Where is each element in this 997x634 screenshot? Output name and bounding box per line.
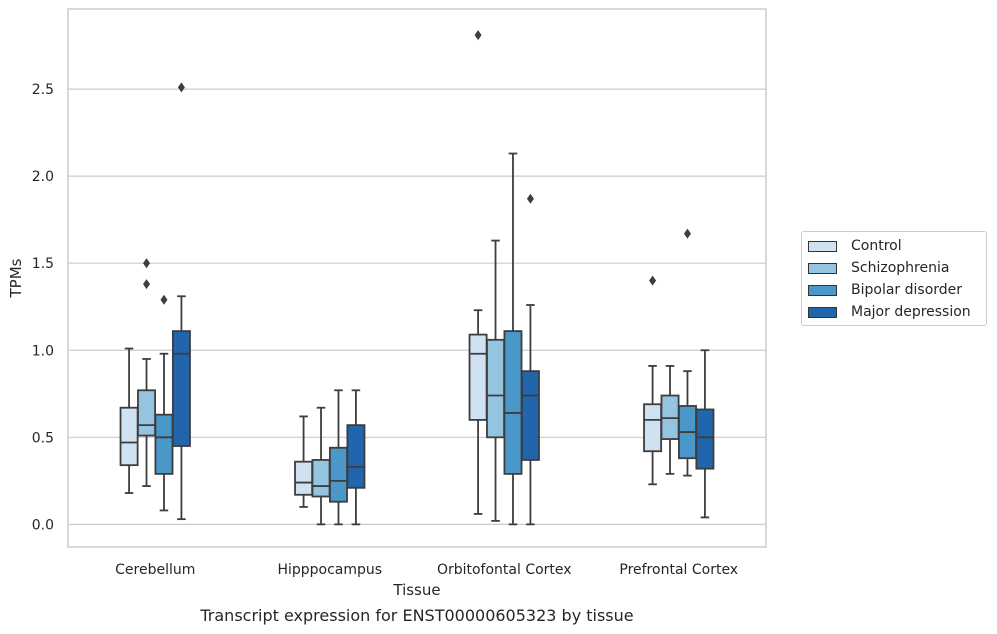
- legend-item-major-depression: Major depression: [808, 302, 971, 322]
- box-major-depression: [695, 349, 715, 519]
- x-tick-label: Prefrontal Cortex: [619, 562, 738, 578]
- chart-caption: Transcript expression for ENST0000060532…: [200, 606, 634, 625]
- box-body: [468, 333, 488, 421]
- outlier-point: [683, 228, 691, 239]
- box-bipolar-disorder: [154, 294, 174, 512]
- outlier-point: [526, 193, 534, 204]
- outlier-point: [143, 258, 151, 269]
- legend-label-schizophrenia: Schizophrenia: [851, 260, 950, 276]
- y-tick-label: 0.5: [32, 430, 54, 446]
- legend-label-major-depression: Major depression: [851, 304, 971, 320]
- box-control: [643, 275, 663, 486]
- y-tick-label: 2.0: [32, 169, 54, 185]
- legend-swatch-major-depression: [808, 306, 837, 318]
- x-tick-label: Cerebellum: [115, 562, 195, 578]
- y-tick-label: 1.5: [32, 256, 54, 272]
- legend: Control Schizophrenia Bipolar disorder M…: [801, 231, 987, 326]
- box-major-depression: [171, 82, 191, 521]
- outlier-point: [177, 82, 185, 93]
- legend-label-bipolar-disorder: Bipolar disorder: [851, 282, 963, 298]
- legend-swatch-control: [808, 240, 837, 252]
- legend-label-control: Control: [851, 238, 902, 254]
- x-tick-label: Hipppocampus: [277, 562, 382, 578]
- box-schizophrenia: [660, 365, 680, 475]
- outlier-point: [143, 279, 151, 290]
- box-body: [311, 459, 331, 498]
- box-body: [294, 460, 314, 496]
- legend-item-bipolar-disorder: Bipolar disorder: [808, 280, 962, 300]
- box-body: [154, 413, 174, 475]
- box-body: [137, 389, 156, 437]
- box-body: [329, 446, 348, 503]
- x-axis-label: Tissue: [392, 581, 440, 599]
- box-body: [695, 408, 715, 470]
- box-bipolar-disorder: [329, 389, 348, 526]
- box-body: [643, 403, 663, 453]
- box-body: [503, 330, 523, 475]
- outlier-point: [160, 294, 168, 305]
- y-tick-label: 1.0: [32, 343, 54, 359]
- box-bipolar-disorder: [503, 152, 523, 526]
- y-axis-label: TPMs: [7, 258, 25, 298]
- box-body: [119, 406, 139, 467]
- legend-item-schizophrenia: Schizophrenia: [808, 258, 949, 278]
- box-major-depression: [520, 193, 540, 526]
- box-body: [346, 424, 366, 489]
- y-tick-label: 2.5: [32, 82, 54, 98]
- outlier-point: [649, 275, 657, 286]
- box-schizophrenia: [486, 239, 505, 522]
- box-control: [468, 30, 488, 515]
- outlier-point: [474, 30, 482, 41]
- box-body: [171, 330, 191, 447]
- box-control: [294, 415, 314, 508]
- box-major-depression: [346, 389, 366, 526]
- x-tick-label: Orbitofontal Cortex: [437, 562, 572, 578]
- legend-item-control: Control: [808, 236, 902, 256]
- box-control: [119, 347, 139, 494]
- y-tick-label: 0.0: [32, 517, 54, 533]
- box-bipolar-disorder: [678, 228, 697, 477]
- box-body: [486, 338, 505, 439]
- box-schizophrenia: [137, 258, 156, 487]
- box-schizophrenia: [311, 406, 331, 526]
- legend-swatch-schizophrenia: [808, 262, 837, 274]
- legend-swatch-bipolar-disorder: [808, 284, 837, 296]
- plot-frame: [67, 8, 767, 548]
- box-body: [520, 370, 540, 461]
